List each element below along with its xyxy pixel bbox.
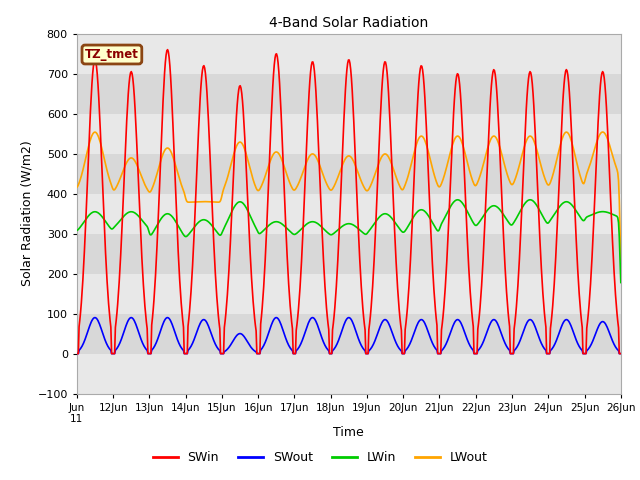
LWin [83,216,90,221]
LWin [194,220,202,226]
Bar [77,274,621,313]
SWout [416,318,424,324]
Bar [77,313,621,354]
SWin [139,269,147,275]
LWout [223,178,230,183]
Title: 4-Band Solar Radiation: 4-Band Solar Radiation [269,16,428,30]
SWin [83,198,90,204]
SWout [91,315,99,321]
Line: SWin: SWin [77,49,621,354]
SWout [223,347,231,352]
LWin [526,197,534,203]
SWin [195,126,202,132]
SWout [83,332,90,338]
LWin [139,218,147,224]
LWout [415,135,422,141]
X-axis label: Time: Time [333,426,364,439]
LWin [415,208,422,214]
SWout [195,324,202,330]
LWin [223,220,230,226]
LWout [139,177,147,182]
SWin [431,307,439,313]
Line: SWout: SWout [77,318,621,354]
Y-axis label: Solar Radiation (W/m2): Solar Radiation (W/m2) [20,141,33,287]
Bar [77,234,621,274]
LWout [194,199,202,204]
SWin [73,351,81,357]
SWout [617,351,625,357]
Bar [77,154,621,193]
Bar [77,34,621,73]
SWout [73,351,81,357]
SWin [223,292,231,298]
LWin [617,280,625,286]
Bar [77,73,621,114]
SWin [416,72,424,77]
LWin [431,224,438,229]
LWout [431,174,438,180]
Legend: SWin, SWout, LWin, LWout: SWin, SWout, LWin, LWout [147,446,493,469]
Line: LWout: LWout [77,132,621,261]
LWout [599,129,607,135]
Bar [77,193,621,234]
LWin [73,228,81,233]
SWout [431,346,439,351]
SWin [164,47,172,52]
Line: LWin: LWin [77,200,621,283]
Text: TZ_tmet: TZ_tmet [85,48,139,61]
LWout [83,151,90,157]
LWout [73,184,81,190]
LWout [617,258,625,264]
SWin [617,351,625,357]
SWout [140,342,147,348]
Bar [77,354,621,394]
Bar [77,114,621,154]
